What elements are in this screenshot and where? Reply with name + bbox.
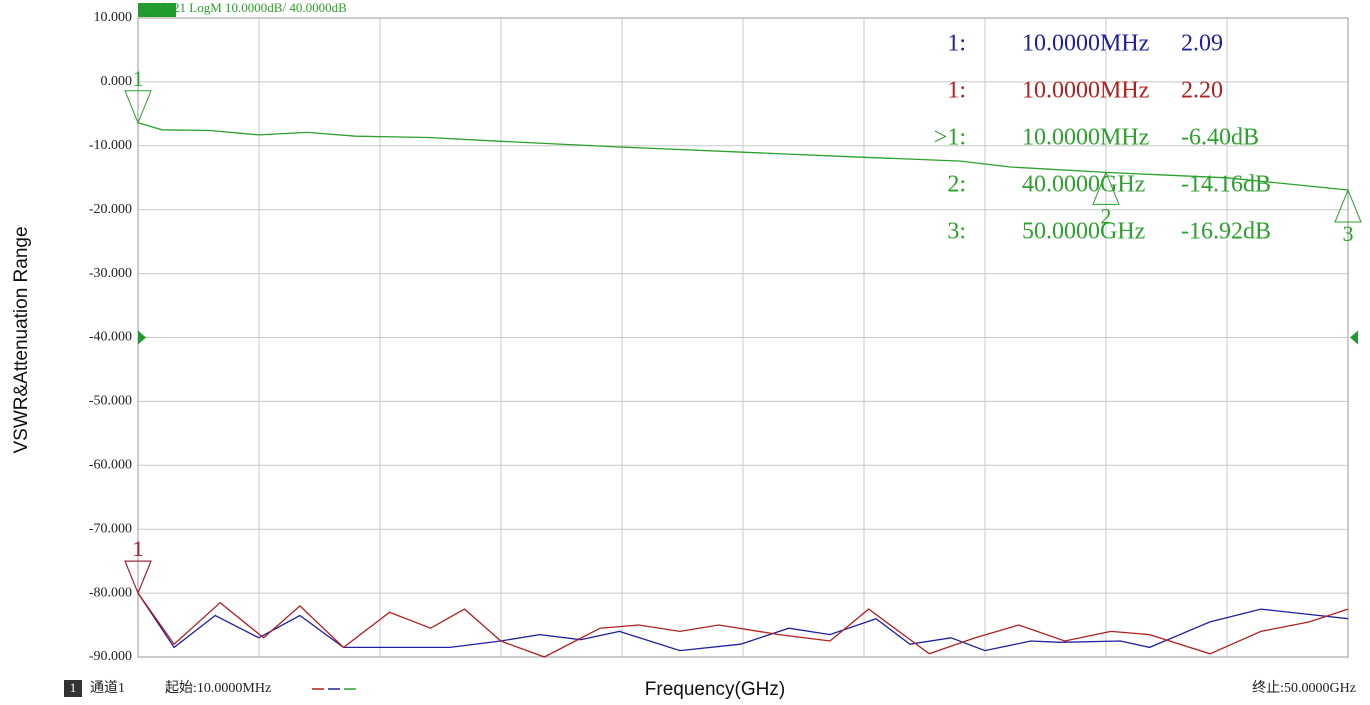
start-label: 起始:10.0000MHz [165,680,271,696]
marker-freq: 10.0000MHz [1022,78,1149,104]
y-tick-label: -80.000 [89,585,132,600]
marker-freq: 50.0000GHz [1022,219,1145,245]
y-tick-label: -20.000 [89,202,132,217]
marker-reading: -14.16dB [1181,172,1271,198]
marker-label: 2 [1100,203,1111,228]
marker-label: 3 [1343,221,1354,246]
channel-box [64,680,82,697]
channel-box-label: 1 [70,680,77,695]
marker-freq: 10.0000MHz [1022,31,1149,57]
trace-header-box [138,3,176,17]
marker-id: >1: [934,125,966,151]
series-line [137,122,1349,191]
reference-marker [1350,330,1358,345]
y-tick-label: -30.000 [89,266,132,281]
trace-header: Tr 3 S21 LogM 10.0000dB/ 40.0000dB [141,0,347,15]
y-tick-label: -50.000 [89,394,132,409]
series-line [137,592,1349,652]
channel-name: 通道1 [90,680,125,696]
reference-marker [138,330,146,345]
series-line [137,592,1349,658]
x-axis-label: Frequency(GHz) [645,679,785,700]
y-tick-label: 0.000 [101,74,133,89]
marker-id: 1: [947,31,966,57]
marker-triangle [124,90,152,125]
y-tick-label: -40.000 [89,330,132,345]
marker-freq: 40.0000GHz [1022,172,1145,198]
marker-id: 3: [947,219,966,245]
marker-label: 1 [133,536,144,561]
y-tick-label: -10.000 [89,138,132,153]
marker-reading: 2.20 [1181,78,1223,104]
marker-reading: 2.09 [1181,31,1223,57]
marker-reading: -16.92dB [1181,219,1271,245]
marker-id: 2: [947,172,966,198]
y-tick-label: 10.000 [94,10,133,25]
marker-triangle [1092,171,1120,205]
marker-triangle [124,560,152,595]
marker-reading: -6.40dB [1181,125,1259,151]
y-tick-label: -60.000 [89,458,132,473]
marker-triangle [1334,188,1362,223]
marker-id: 1: [947,78,966,104]
marker-label: 1 [133,536,144,561]
y-tick-label: -70.000 [89,521,132,536]
stop-label: 终止:50.0000GHz [1252,680,1356,696]
y-tick-label: -90.000 [89,649,132,664]
marker-freq: 10.0000MHz [1022,125,1149,151]
y-axis-label: VSWR&Attenuation Range [11,226,32,453]
marker-label: 1 [133,66,144,91]
